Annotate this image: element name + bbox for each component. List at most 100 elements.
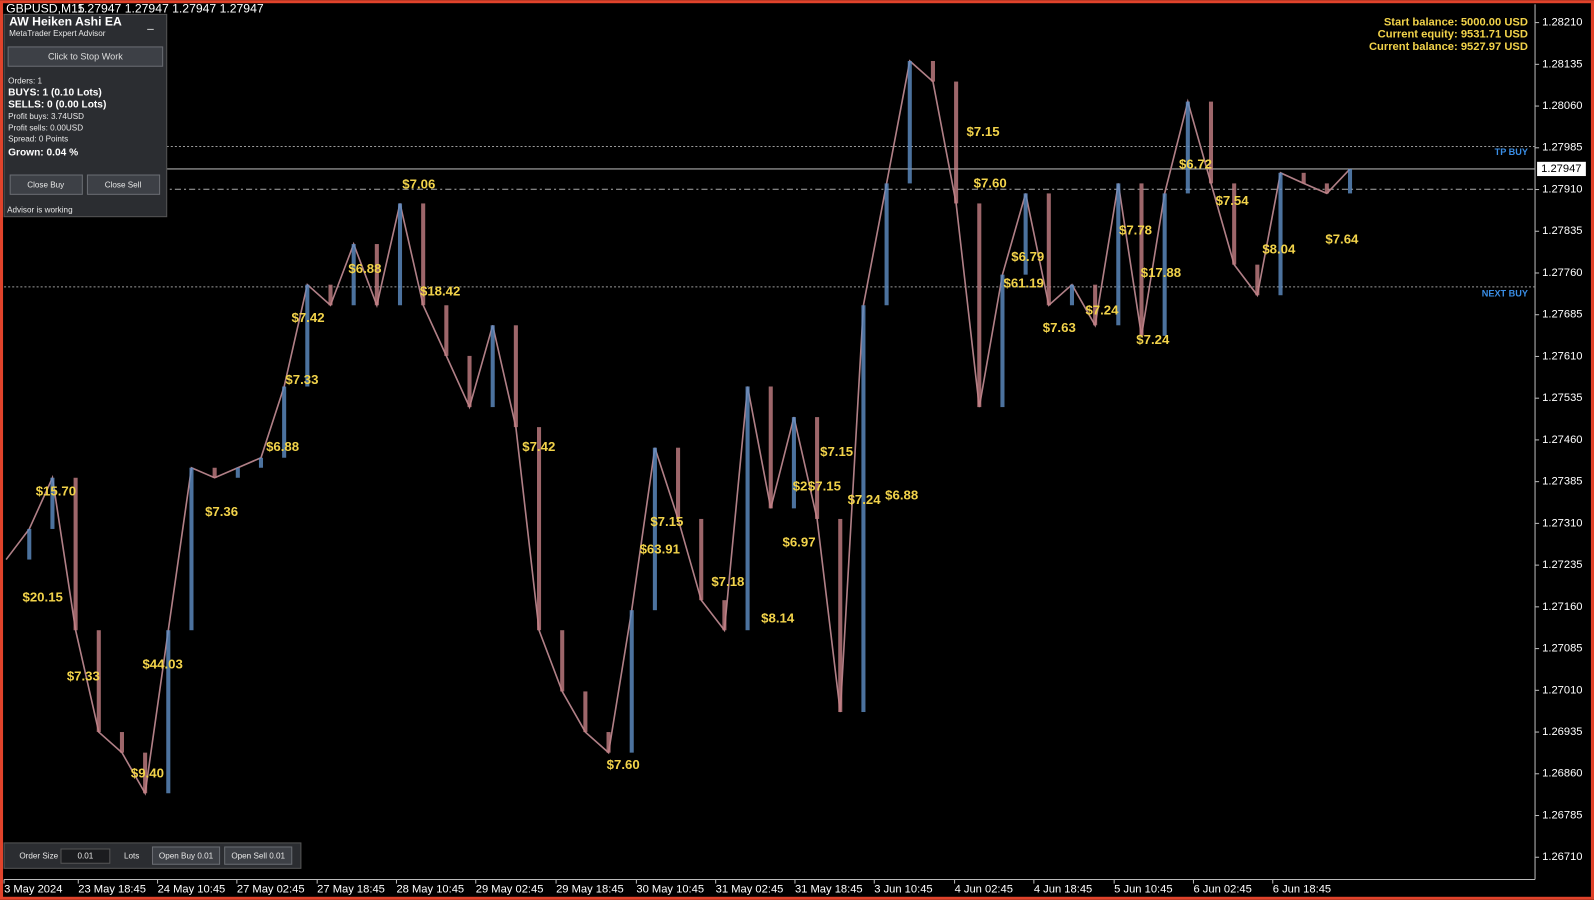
chart-marks: [4, 59, 1536, 796]
candle: [676, 447, 681, 519]
y-tick-label: 1.27460: [1542, 434, 1582, 446]
candle: [235, 467, 240, 478]
ea-panel: AW Heiken Ashi EA MetaTrader Expert Advi…: [3, 13, 168, 218]
next-buy-label: NEXT BUY: [1482, 288, 1528, 298]
order-panel: Order Size 0.01 Lots Open Buy 0.01 Open …: [3, 842, 302, 869]
candle: [1347, 168, 1353, 194]
profit-label: $63.91: [640, 542, 680, 557]
x-tick-label: 24 May 10:45: [158, 884, 226, 896]
profit-label: $2: [793, 479, 808, 494]
candle: [745, 386, 750, 631]
open-buy-button[interactable]: [151, 846, 221, 865]
minimize[interactable]: _: [146, 19, 154, 31]
open-buy-label[interactable]: Open Buy 0.01: [159, 851, 214, 860]
candle: [1162, 193, 1167, 336]
profit-label: $6.88: [348, 261, 381, 276]
y-tick-label: 1.27610: [1542, 350, 1582, 362]
profit-label: $6.79: [1011, 249, 1044, 264]
open-sell-button[interactable]: [224, 846, 293, 865]
y-tick-label: 1.28210: [1542, 17, 1582, 29]
profit-label: $7.18: [711, 574, 744, 589]
candle: [791, 417, 796, 509]
grown: Grown: 0.04 %: [8, 147, 78, 158]
candle: [444, 305, 449, 356]
y-tick-label: 1.27385: [1542, 476, 1582, 488]
x-tick-label: 3 Jun 10:45: [874, 884, 932, 896]
x-tick-label: 6 Jun 18:45: [1273, 884, 1331, 896]
tp-buy-label: TP BUY: [1495, 147, 1528, 157]
candle: [166, 630, 171, 794]
lot-input[interactable]: [60, 848, 111, 864]
x-tick-label: 3 May 2024: [4, 884, 62, 896]
y-tick-label: 1.26785: [1542, 809, 1582, 821]
profit-label: $7.24: [1136, 332, 1170, 347]
candle: [258, 457, 264, 468]
candle: [397, 203, 403, 306]
candle: [606, 732, 611, 753]
y-tick-label: 1.27085: [1542, 643, 1582, 655]
profit-label: $7.42: [292, 310, 325, 325]
profit-label: $6.88: [266, 439, 299, 454]
profit-label: $7.15: [808, 479, 841, 494]
close-sell-button[interactable]: [86, 174, 161, 195]
y-tick-label: 1.27985: [1542, 142, 1582, 154]
candle: [96, 630, 101, 733]
x-tick-label: 23 May 18:45: [78, 884, 146, 896]
lots: Lots: [124, 851, 139, 860]
order-size: Order Size: [19, 851, 58, 860]
y-tick-label: 1.27235: [1542, 559, 1582, 571]
stop-button[interactable]: [7, 46, 164, 67]
x-tick-label: 4 Jun 02:45: [955, 884, 1013, 896]
candle: [1324, 183, 1329, 194]
close-buy-button[interactable]: [9, 174, 83, 195]
profit-label: $9.40: [131, 765, 164, 780]
x-tick-label: 6 Jun 02:45: [1193, 884, 1251, 896]
start-balance: Start balance: 5000.00 USD: [1384, 16, 1528, 28]
profit-label: $7.78: [1119, 222, 1152, 237]
candle: [560, 630, 565, 692]
profit-label: $7.63: [1043, 320, 1076, 335]
account-info: Start balance: 5000.00 USD Current equit…: [1369, 16, 1528, 52]
candle: [1232, 183, 1237, 265]
candle: [490, 325, 495, 408]
open-sell-label[interactable]: Open Sell 0.01: [231, 851, 285, 860]
y-tick-label: 1.28135: [1542, 58, 1582, 70]
y-tick-label: 1.28060: [1542, 100, 1582, 112]
close-buy-label[interactable]: Close Buy: [27, 180, 65, 189]
candle: [50, 477, 55, 529]
candle: [1255, 264, 1260, 296]
profit-label: $7.54: [1216, 193, 1250, 208]
candle: [212, 467, 217, 478]
panel-title: AW Heiken Ashi EA: [9, 15, 122, 29]
candle: [954, 81, 959, 204]
quotes: 1.27947 1.27947 1.27947 1.27947: [77, 2, 264, 16]
candle: [537, 427, 542, 631]
x-tick-label: 29 May 18:45: [556, 884, 624, 896]
profit-label: $18.42: [420, 283, 460, 298]
x-tick-label: 30 May 10:45: [636, 884, 704, 896]
candle: [1278, 172, 1283, 296]
profit-label: $7.36: [205, 504, 238, 519]
y-tick-label: 1.26935: [1542, 726, 1582, 738]
y-tick-label: 1.26860: [1542, 768, 1582, 780]
candle: [768, 386, 773, 509]
profit-label: $8.04: [1262, 242, 1296, 257]
candle: [282, 386, 287, 458]
profit-label: $17.88: [1141, 265, 1181, 280]
lot-value[interactable]: 0.01: [77, 851, 93, 860]
price-line: [5, 59, 1351, 796]
profit-label: $7.60: [974, 176, 1007, 191]
candle: [421, 203, 426, 306]
candle: [1023, 193, 1028, 275]
current-price-box: [1537, 161, 1586, 177]
y-tick-label: 1.27010: [1542, 684, 1582, 696]
candle: [119, 732, 124, 753]
candle: [1208, 101, 1214, 184]
stop-button-label[interactable]: Click to Stop Work: [48, 52, 123, 62]
close-sell-label[interactable]: Close Sell: [105, 180, 142, 189]
candle: [907, 60, 912, 184]
candle: [884, 183, 889, 306]
